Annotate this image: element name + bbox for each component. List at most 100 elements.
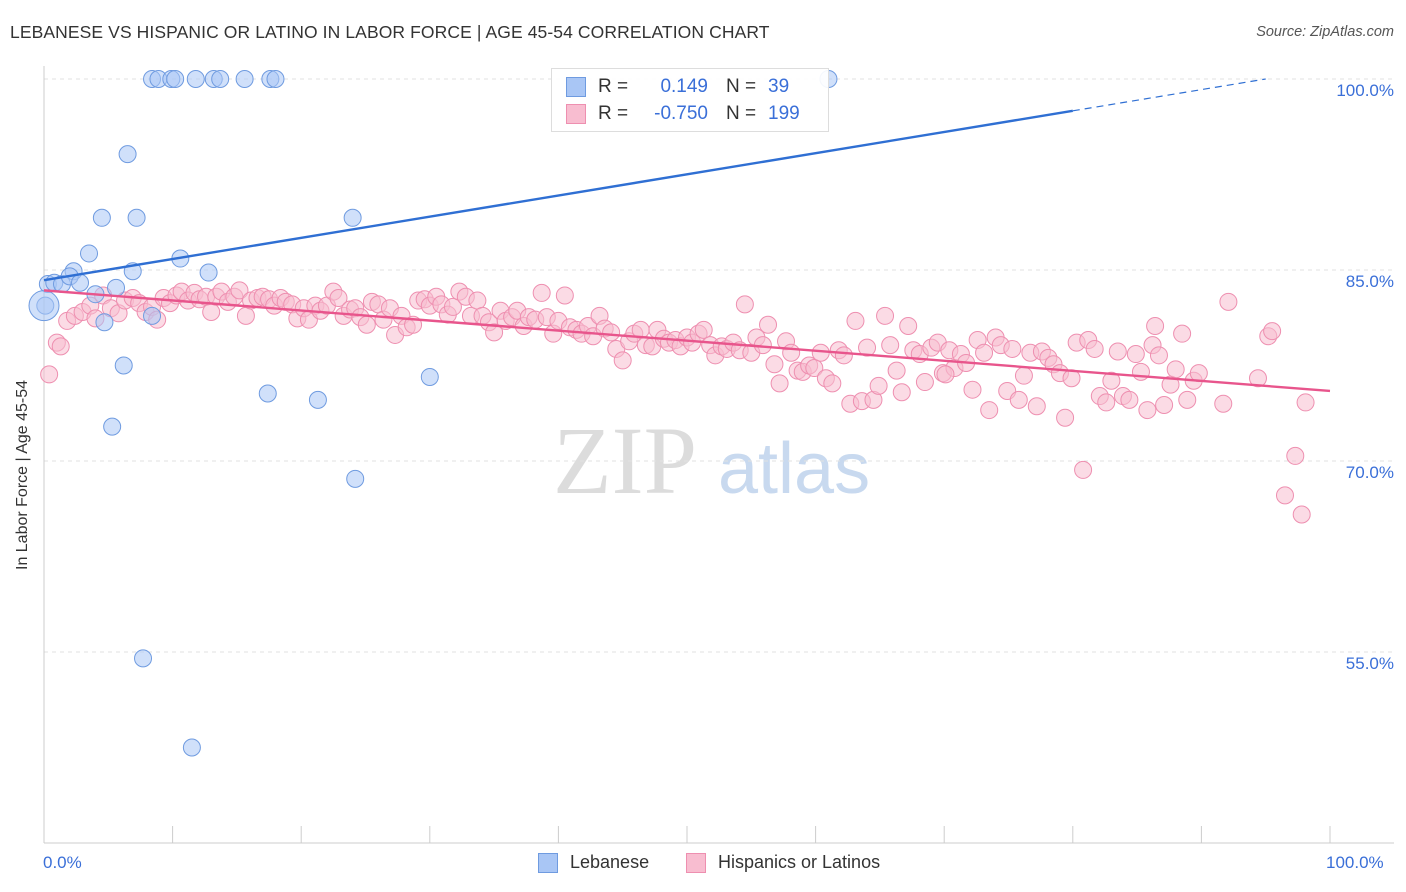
hispanic-point xyxy=(1248,369,1267,388)
watermark: ZIP atlas xyxy=(553,407,870,514)
watermark-atlas: atlas xyxy=(718,429,870,509)
hispanic-point xyxy=(980,401,999,420)
hispanic-point xyxy=(40,365,59,384)
hispanic-point xyxy=(876,306,895,325)
x-tick-label-max: 100.0% xyxy=(1326,853,1384,872)
legend-item-hispanic[interactable]: Hispanics or Latinos xyxy=(686,852,880,873)
r-value-hispanic: -0.750 xyxy=(654,103,708,124)
lebanese-trend-line xyxy=(43,109,1073,282)
lebanese-point xyxy=(420,367,439,386)
legend-swatch-lebanese xyxy=(566,77,586,97)
grid-lines xyxy=(44,78,1394,653)
hispanic-point xyxy=(805,359,824,378)
hispanic-point xyxy=(892,383,911,402)
hispanic-point xyxy=(1292,505,1311,524)
lebanese-point xyxy=(343,208,362,227)
hispanic-point xyxy=(1178,390,1197,409)
legend-row-lebanese: R = 0.149 N = 39 xyxy=(566,76,789,98)
y-tick-labels: 55.0% 70.0% 85.0% 100.0% xyxy=(1336,81,1394,673)
hispanic-point xyxy=(468,291,487,310)
n-label: N = xyxy=(726,103,757,124)
legend-label-lebanese: Lebanese xyxy=(570,852,650,872)
hispanic-point xyxy=(443,297,462,316)
hispanic-point xyxy=(936,365,955,384)
series-legend: Lebanese Hispanics or Latinos xyxy=(0,852,1406,878)
chart-title: LEBANESE VS HISPANIC OR LATINO IN LABOR … xyxy=(10,22,770,42)
hispanic-point xyxy=(1214,394,1233,413)
hispanic-point xyxy=(1120,390,1139,409)
hispanic-point xyxy=(1056,408,1075,427)
lebanese-point xyxy=(95,313,114,332)
lebanese-trend-extension xyxy=(1072,78,1266,112)
hispanic-point xyxy=(357,315,376,334)
source-note: Source: ZipAtlas.com xyxy=(1256,24,1394,40)
lebanese-point xyxy=(199,263,218,282)
lebanese-point xyxy=(28,290,60,322)
hispanic-point xyxy=(1027,397,1046,416)
hispanic-point xyxy=(51,337,70,356)
lebanese-point xyxy=(107,278,126,297)
hispanic-point xyxy=(1085,339,1104,358)
legend-swatch-hispanic xyxy=(566,104,586,124)
y-tick-label: 85.0% xyxy=(1346,272,1394,291)
legend-item-lebanese[interactable]: Lebanese xyxy=(538,852,649,873)
n-value-hispanic: 199 xyxy=(768,103,800,124)
hispanic-point xyxy=(915,373,934,392)
hispanic-point xyxy=(532,283,551,302)
legend-row-hispanic: R = -0.750 N = 199 xyxy=(566,103,800,125)
hispanic-point xyxy=(1074,460,1093,479)
hispanic-point xyxy=(1138,401,1157,420)
legend-swatch-lebanese xyxy=(538,852,558,873)
hispanic-point xyxy=(846,311,865,330)
lebanese-point xyxy=(134,649,153,668)
lebanese-point xyxy=(235,70,254,88)
hispanic-point xyxy=(555,286,574,305)
lebanese-point xyxy=(182,738,201,757)
lebanese-point xyxy=(211,70,230,88)
y-tick-label: 100.0% xyxy=(1336,81,1394,100)
legend-swatch-hispanic xyxy=(686,852,706,873)
hispanic-point xyxy=(1166,360,1185,379)
hispanic-point xyxy=(613,351,632,370)
lebanese-point xyxy=(186,70,205,88)
hispanic-point xyxy=(1286,446,1305,465)
lebanese-point xyxy=(143,306,162,325)
hispanic-point xyxy=(770,374,789,393)
hispanic-point xyxy=(1173,324,1192,343)
hispanic-point xyxy=(1146,317,1165,336)
hispanic-point xyxy=(975,343,994,362)
hispanic-point xyxy=(869,376,888,395)
watermark-zip: ZIP xyxy=(553,407,697,514)
hispanic-point xyxy=(1108,342,1127,361)
hispanic-point xyxy=(236,306,255,325)
hispanic-point xyxy=(858,338,877,357)
y-tick-label: 55.0% xyxy=(1346,654,1394,673)
y-tick-label: 70.0% xyxy=(1346,463,1394,482)
correlation-legend: R = 0.149 N = 39 R = -0.750 N = 199 xyxy=(551,68,829,132)
hispanic-point xyxy=(899,317,918,336)
hispanic-trend-line xyxy=(43,289,1331,393)
lebanese-point xyxy=(266,70,285,88)
r-value-lebanese: 0.149 xyxy=(660,76,708,97)
n-label: N = xyxy=(726,76,757,97)
hispanic-point xyxy=(1003,339,1022,358)
hispanic-point xyxy=(1009,390,1028,409)
hispanic-point xyxy=(1275,486,1294,505)
hispanic-point xyxy=(602,323,621,342)
hispanic-point xyxy=(1296,393,1315,412)
hispanic-point xyxy=(963,380,982,399)
x-tick-label-min: 0.0% xyxy=(43,853,82,872)
n-value-lebanese: 39 xyxy=(768,76,790,97)
hispanic-point xyxy=(329,289,348,308)
hispanic-point xyxy=(765,355,784,374)
lebanese-point xyxy=(166,70,185,88)
hispanic-point xyxy=(735,295,754,314)
hispanic-point xyxy=(782,343,801,362)
data-points xyxy=(28,70,1315,757)
lebanese-point xyxy=(92,208,111,227)
lebanese-point xyxy=(114,356,133,375)
hispanic-point xyxy=(1263,322,1282,341)
hispanic-point xyxy=(202,303,221,322)
hispanic-point xyxy=(823,374,842,393)
lebanese-point xyxy=(71,273,90,292)
